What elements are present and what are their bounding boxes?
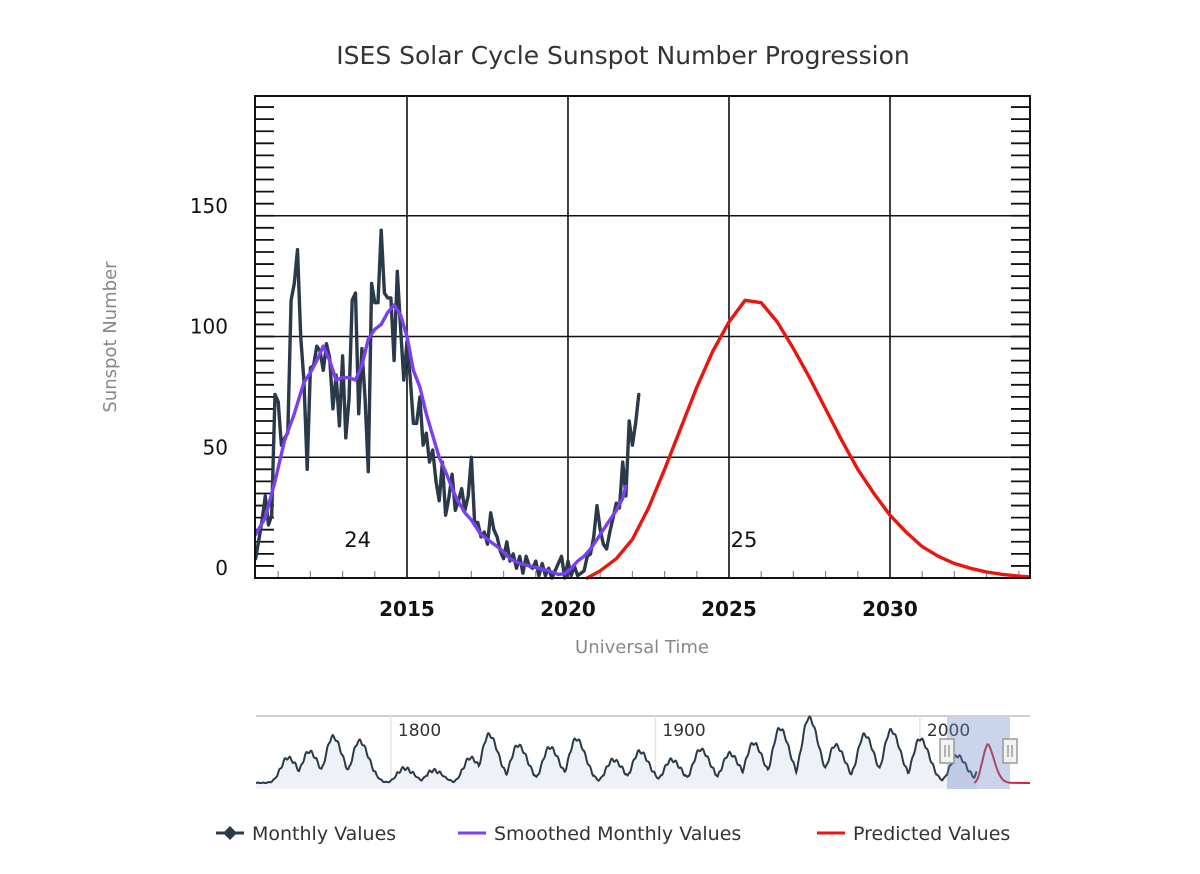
y-axis-labels: 0 50 100 150 bbox=[190, 194, 228, 580]
legend-label: Smoothed Monthly Values bbox=[494, 823, 741, 845]
y-tick-label-100: 100 bbox=[190, 315, 228, 339]
navigator-predicted-line bbox=[973, 743, 1031, 784]
navigator-selected-range[interactable] bbox=[947, 717, 1010, 789]
handle-grip-icon bbox=[1002, 738, 1018, 764]
cycle-annotations: 24 25 bbox=[344, 528, 757, 552]
x-tick-label-2020: 2020 bbox=[540, 597, 596, 621]
x-axis-title: Universal Time bbox=[575, 637, 709, 658]
navigator-grid: 1800 1900 2000 bbox=[390, 716, 970, 789]
plot-area: 0 50 100 150 2015 2020 2025 2030 24 25 bbox=[190, 95, 1031, 621]
navigator-label-1900: 1900 bbox=[662, 721, 705, 741]
navigator-handles[interactable] bbox=[939, 738, 1018, 764]
legend-item-predicted-values[interactable]: Predicted Values bbox=[817, 823, 1010, 845]
navigator-handle-left[interactable] bbox=[939, 738, 955, 764]
legend-item-monthly-values[interactable]: Monthly Values bbox=[216, 823, 396, 845]
legend-label: Monthly Values bbox=[252, 823, 396, 845]
series-group bbox=[253, 228, 1031, 580]
navigator[interactable]: 1800 1900 2000 bbox=[255, 715, 1031, 789]
monthly-values-line bbox=[253, 228, 641, 580]
diamond-marker-icon bbox=[223, 826, 237, 840]
navigator-area bbox=[256, 716, 977, 789]
cycle-label-25: 25 bbox=[731, 528, 758, 552]
legend: Monthly Values Smoothed Monthly Values Pre… bbox=[216, 823, 1010, 845]
plot-border bbox=[254, 95, 1031, 579]
y-axis-title: Sunspot Number bbox=[100, 261, 121, 413]
y-tick-label-0: 0 bbox=[215, 556, 228, 580]
y-tick-label-150: 150 bbox=[190, 194, 228, 218]
legend-label: Predicted Values bbox=[853, 823, 1010, 845]
x-tick-label-2030: 2030 bbox=[862, 597, 918, 621]
y-tick-label-50: 50 bbox=[203, 435, 228, 459]
x-tick-label-2015: 2015 bbox=[379, 597, 435, 621]
x-axis-labels: 2015 2020 2025 2030 bbox=[379, 597, 918, 621]
cycle-label-24: 24 bbox=[344, 528, 371, 552]
navigator-series bbox=[255, 715, 1031, 789]
navigator-label-2000: 2000 bbox=[927, 721, 970, 741]
navigator-label-1800: 1800 bbox=[398, 721, 441, 741]
navigator-handle-right[interactable] bbox=[1002, 738, 1018, 764]
grid-lines bbox=[255, 96, 1030, 578]
x-tick-label-2025: 2025 bbox=[701, 597, 757, 621]
legend-item-smoothed-monthly-values[interactable]: Smoothed Monthly Values bbox=[458, 823, 741, 845]
navigator-monthly-line bbox=[255, 715, 978, 784]
handle-grip-icon bbox=[939, 738, 955, 764]
chart-title: ISES Solar Cycle Sunspot Number Progress… bbox=[336, 41, 909, 70]
